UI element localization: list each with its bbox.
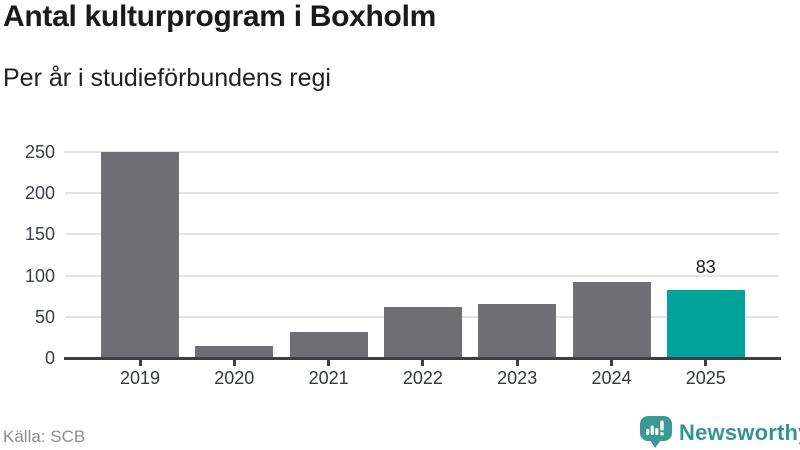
y-tick-label-250: 250 [24, 142, 55, 162]
chart-title: Antal kulturprogram i Boxholm [3, 0, 436, 33]
gridline-100 [65, 274, 779, 277]
bar-2021 [289, 332, 368, 358]
source-note: Källa: SCB [3, 427, 86, 446]
bar-2019 [101, 152, 179, 358]
x-tick-2024 [610, 360, 613, 366]
y-tick-label-200: 200 [24, 183, 55, 204]
x-tick-label-2022: 2022 [402, 368, 443, 388]
x-tick-label-2020: 2020 [214, 368, 255, 388]
bar-2020 [195, 346, 274, 358]
newsworthy-icon [640, 416, 672, 448]
bar-2023 [478, 303, 557, 358]
x-tick-label-2021: 2021 [308, 368, 349, 388]
x-tick-label-2024: 2024 [591, 368, 632, 388]
bar-2022 [383, 306, 462, 358]
y-tick-label-150: 150 [24, 224, 55, 245]
newsworthy-logo[interactable]: Newsworthy [639, 415, 800, 450]
x-tick-2021 [327, 360, 331, 366]
chart-subtitle: Per år i studieförbundens regi [3, 64, 331, 92]
newsworthy-brand-text: Newsworthy [679, 420, 800, 445]
x-tick-2023 [515, 360, 519, 366]
bar-value-label-2025: 83 [695, 256, 716, 277]
gridline-200 [65, 192, 779, 195]
x-tick-label-2019: 2019 [119, 368, 161, 388]
x-tick-label-2023: 2023 [497, 368, 538, 388]
x-tick-2019 [138, 360, 142, 366]
bar-2025 [666, 289, 745, 358]
gridline-150 [65, 233, 779, 236]
plot-area [65, 151, 779, 358]
x-tick-2025 [704, 360, 708, 366]
gridline-250 [65, 151, 779, 153]
bar-2024 [572, 282, 651, 358]
y-tick-label-50: 50 [34, 306, 55, 327]
y-tick-label-0: 0 [44, 348, 55, 368]
x-tick-2020 [232, 360, 236, 366]
x-tick-label-2025: 2025 [685, 368, 726, 388]
x-tick-2022 [421, 360, 425, 366]
y-tick-label-100: 100 [24, 265, 55, 286]
x-axis-line [64, 357, 781, 360]
